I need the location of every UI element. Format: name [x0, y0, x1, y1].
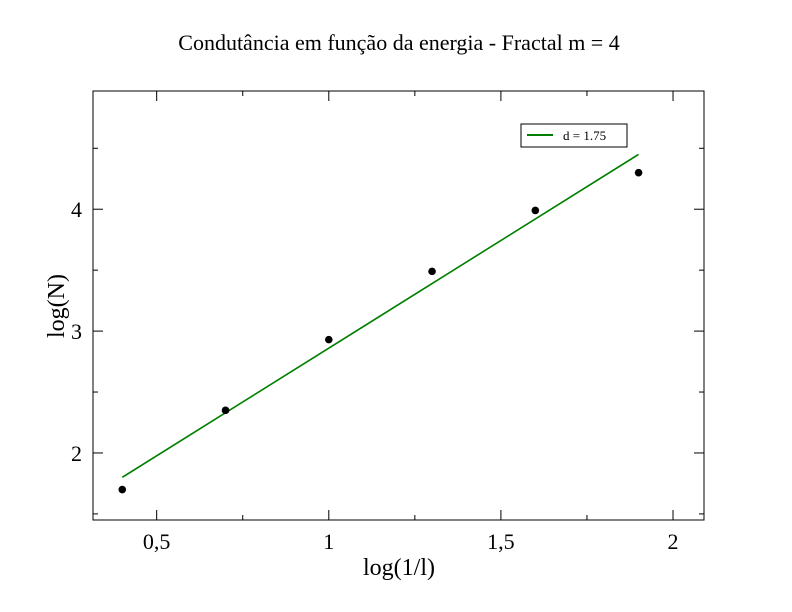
legend-label: d = 1.75 [563, 128, 606, 143]
axis-ticks [93, 91, 704, 520]
x-tick-label: 1,5 [487, 529, 515, 554]
data-point [531, 206, 540, 215]
plot-frame [92, 90, 705, 521]
data-point [428, 267, 436, 276]
data-point [221, 406, 230, 415]
x-tick-label: 2 [668, 529, 679, 554]
data-point [634, 168, 643, 177]
fit-line [121, 153, 640, 479]
legend: d = 1.75 [520, 123, 628, 148]
data-point [118, 485, 127, 494]
y-tick-label: 3 [71, 319, 82, 344]
y-tick-label: 4 [71, 197, 82, 222]
tick-labels: 0,5 1 1,5 2 2 3 4 [71, 197, 679, 554]
x-axis-label: log(1/l) [363, 555, 435, 581]
chart-title: Condutância em função da energia - Fract… [178, 30, 619, 55]
x-tick-label: 0,5 [143, 529, 171, 554]
y-tick-label: 2 [71, 441, 82, 466]
series-layer [118, 153, 643, 494]
data-point [324, 335, 333, 344]
legend-box [520, 123, 628, 148]
y-axis-label: log(N) [44, 274, 70, 338]
x-tick-label: 1 [323, 529, 334, 554]
